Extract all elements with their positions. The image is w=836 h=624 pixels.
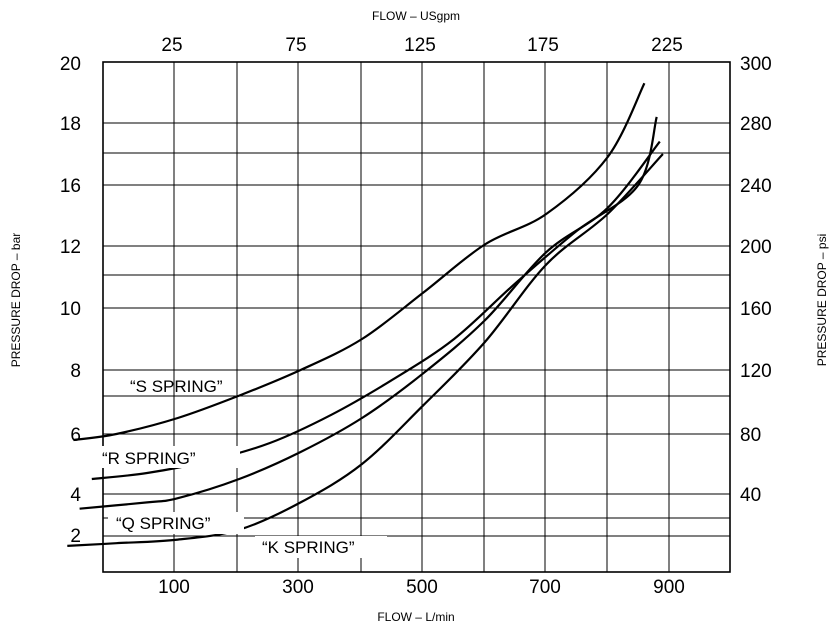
top-tick-label: 225	[651, 35, 683, 56]
q-spring-curve	[79, 140, 661, 510]
r-spring-label: “R SPRING”	[102, 449, 196, 468]
s-spring-curve	[73, 82, 646, 442]
left-tick-label: 4	[70, 485, 81, 506]
left-tick-label: 6	[70, 425, 81, 446]
left-tick-label: 20	[60, 54, 81, 75]
bottom-tick-label: 100	[158, 577, 190, 598]
spring-curves	[67, 82, 664, 547]
bottom-tick-label: 700	[529, 577, 561, 598]
top-tick-label: 175	[527, 35, 559, 56]
right-tick-label: 160	[740, 299, 772, 320]
left-tick-label: 18	[60, 114, 81, 135]
right-tick-label: 280	[740, 114, 772, 135]
right-tick-label: 300	[740, 54, 772, 75]
bottom-axis-title: FLOW – L/min	[377, 610, 454, 624]
r-spring-curve	[91, 116, 658, 481]
bottom-tick-label: 900	[653, 577, 685, 598]
bottom-tick-labels: 100 300 500 700 900	[158, 577, 685, 598]
left-tick-label: 2	[70, 526, 81, 547]
top-tick-labels: 25 75 125 175 225	[161, 35, 682, 56]
left-tick-label: 16	[60, 176, 81, 197]
top-tick-label: 125	[404, 35, 436, 56]
bottom-tick-label: 500	[406, 577, 438, 598]
label-mask	[98, 446, 240, 468]
left-tick-label: 12	[60, 237, 81, 258]
right-tick-label: 80	[740, 425, 761, 446]
plot-frame	[102, 61, 731, 573]
label-mask	[108, 512, 244, 534]
q-spring-label: “Q SPRING”	[116, 514, 211, 533]
k-spring-curve	[67, 153, 664, 547]
grid-lines	[103, 62, 730, 572]
s-spring-label: “S SPRING”	[130, 377, 223, 396]
top-axis-title: FLOW – USgpm	[372, 9, 460, 23]
right-tick-label: 200	[740, 237, 772, 258]
label-mask	[255, 536, 387, 558]
k-spring-label: “K SPRING”	[262, 538, 355, 557]
top-tick-label: 25	[161, 35, 182, 56]
top-tick-label: 75	[285, 35, 306, 56]
right-tick-labels: 40 80 120 160 200 240 280 300	[740, 54, 772, 506]
curve-labels: “S SPRING” “R SPRING” “Q SPRING” “K SPRI…	[98, 377, 387, 558]
left-tick-label: 10	[60, 299, 81, 320]
right-tick-label: 240	[740, 176, 772, 197]
right-axis-title: PRESSURE DROP – psi	[815, 234, 829, 367]
left-axis-title: PRESSURE DROP – bar	[9, 233, 23, 368]
right-tick-label: 40	[740, 485, 761, 506]
left-tick-label: 8	[70, 361, 81, 382]
bottom-tick-label: 300	[282, 577, 314, 598]
right-tick-label: 120	[740, 361, 772, 382]
left-tick-labels: 2 4 6 8 10 12 16 18 20	[60, 54, 82, 547]
